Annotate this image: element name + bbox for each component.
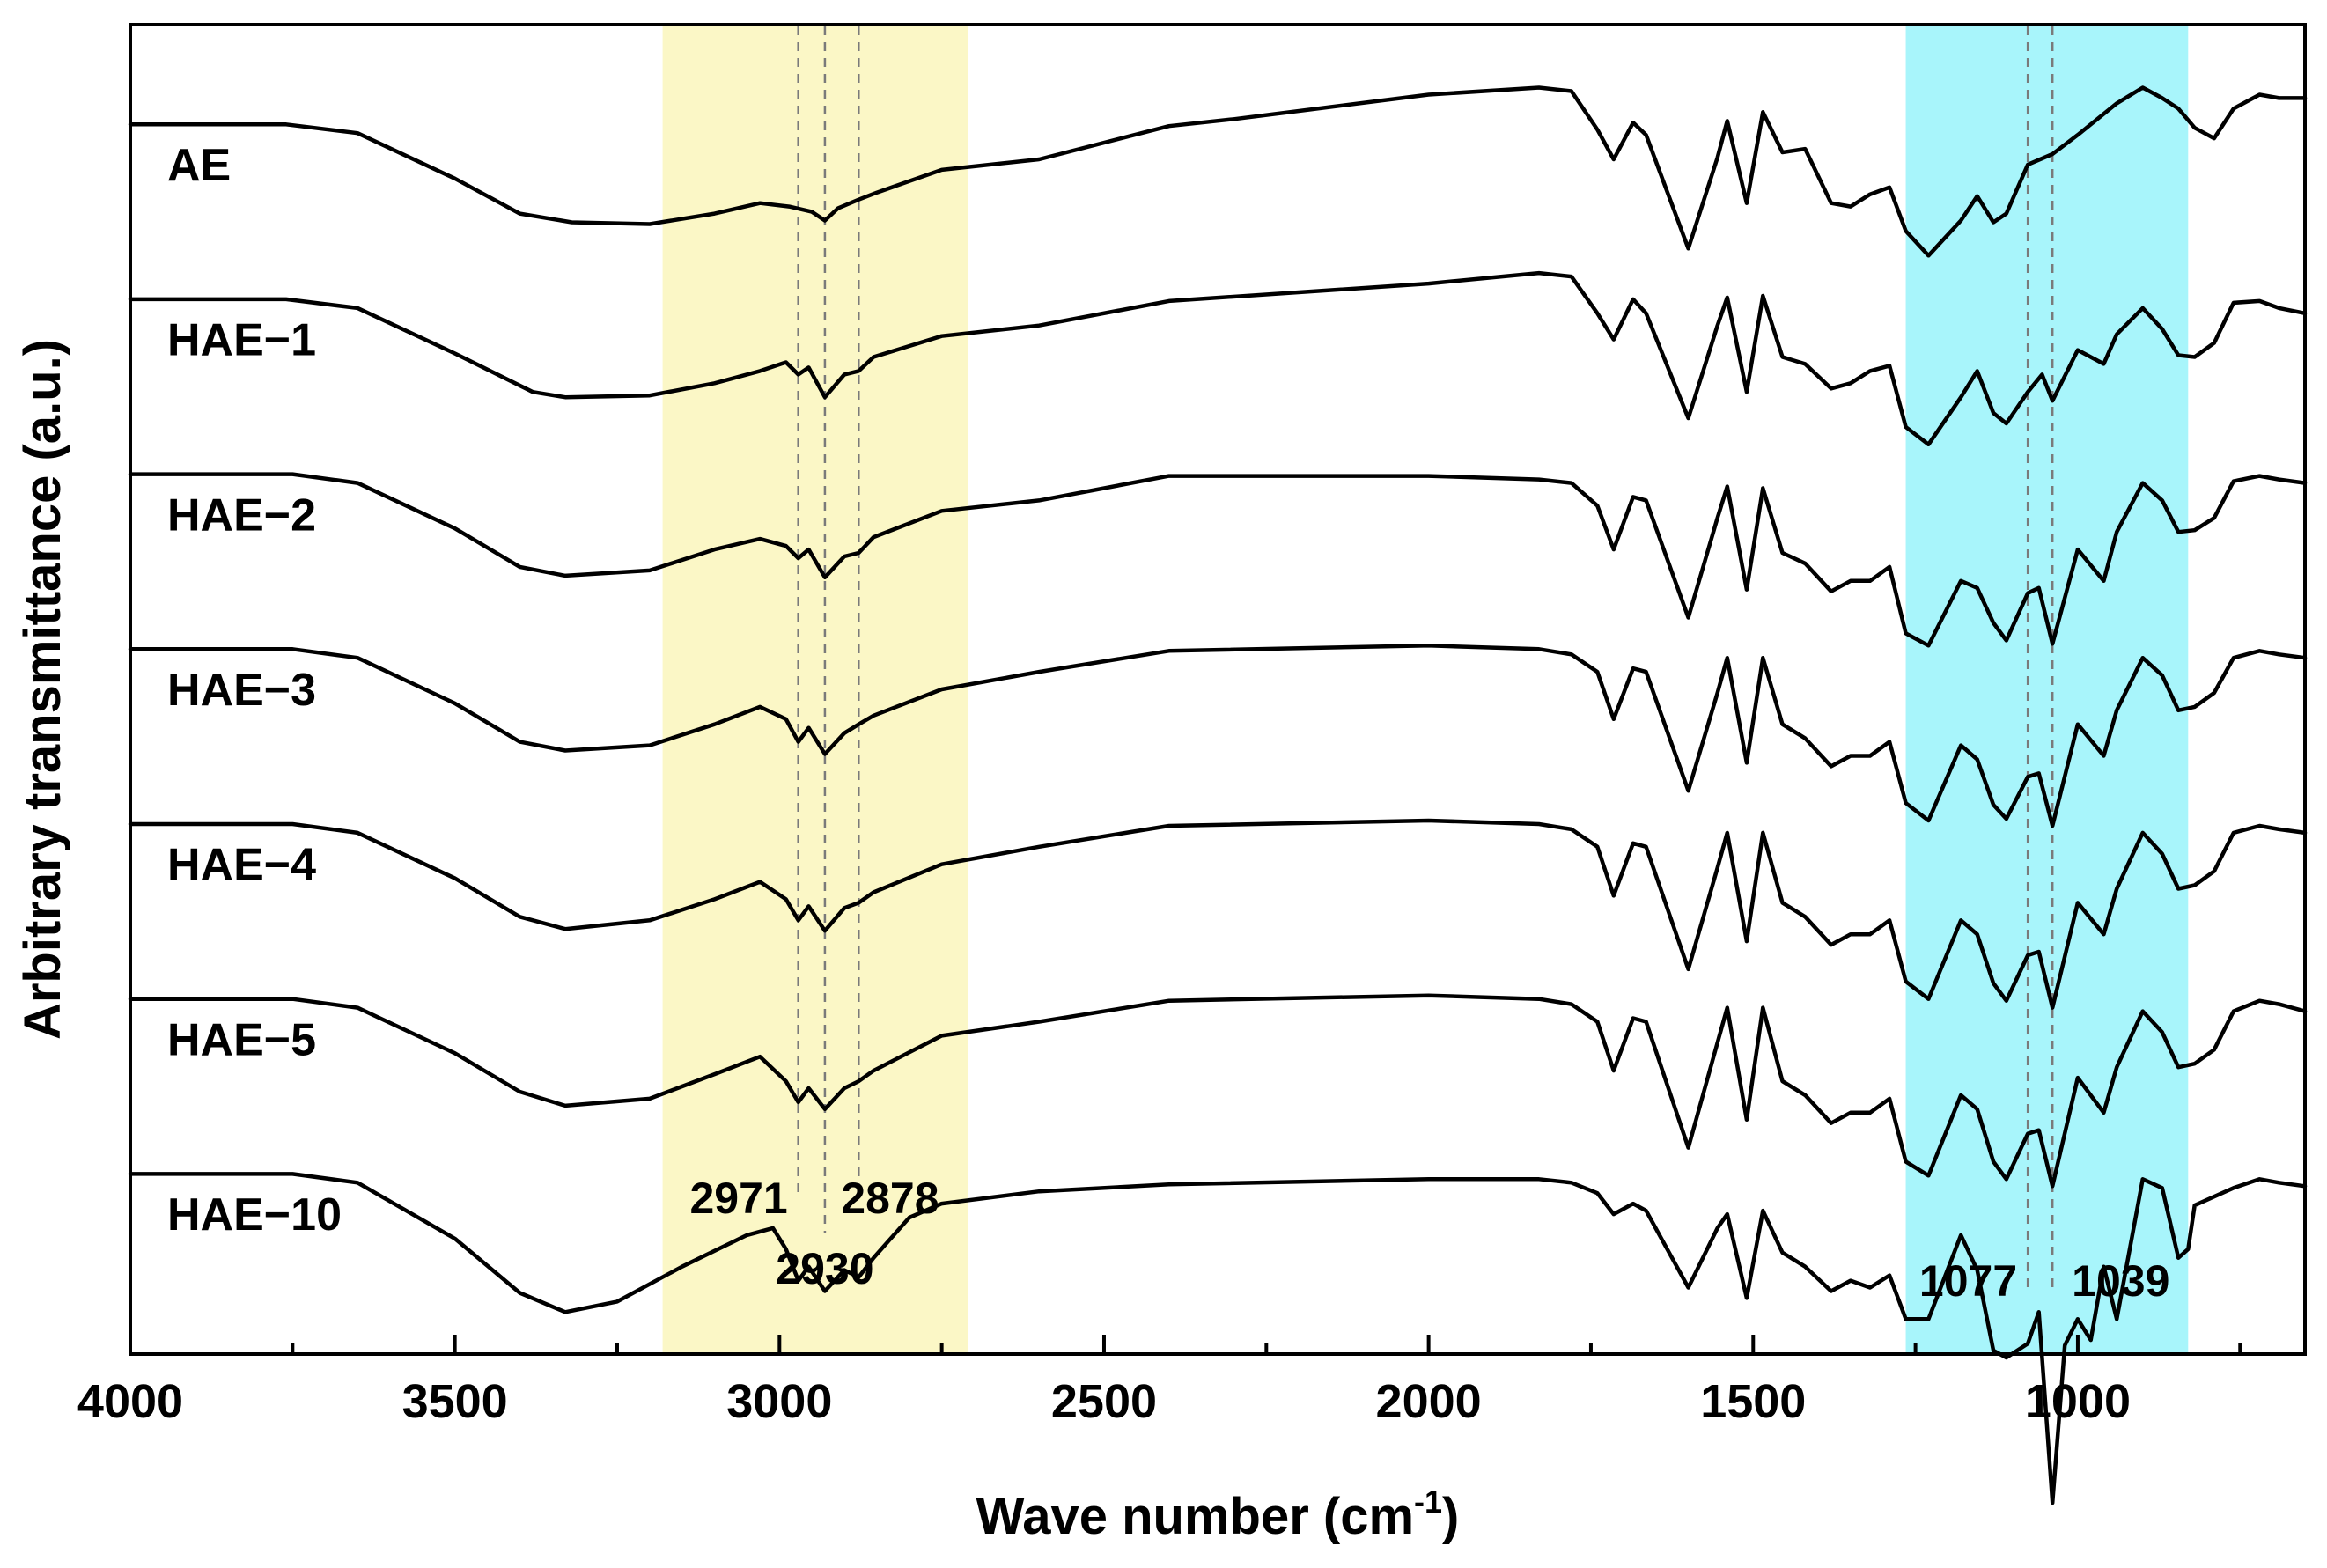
- highlight-band-1: [662, 25, 968, 1354]
- reference-lines: [797, 26, 2054, 1294]
- highlight-band-2: [1905, 25, 2189, 1354]
- series-labels: AE HAE−1 HAE−2 HAE−3 HAE−4 HAE−5 HAE−10: [167, 140, 342, 1240]
- plot-area-frame: [129, 23, 2307, 1356]
- series-label-6: HAE−5: [167, 1014, 316, 1065]
- highlight-bands: [662, 25, 2189, 1354]
- x-axis-title-suffix: ): [1442, 1488, 1459, 1545]
- peak-labels: 2971 2878 2930 1077 1039: [689, 1174, 2169, 1306]
- peak-label-1039: 1039: [2072, 1256, 2169, 1306]
- peak-label-2971: 2971: [689, 1174, 787, 1223]
- series-line-3: [128, 472, 2308, 648]
- x-tick-label-2000: 2000: [1376, 1375, 1482, 1428]
- y-axis-title: Arbitrary transmittance (a.u.): [14, 339, 71, 1040]
- peak-label-2930: 2930: [776, 1244, 873, 1293]
- spectra-series: [128, 85, 2308, 1505]
- x-tick-label-1000: 1000: [2025, 1375, 2131, 1428]
- x-tick-label-2500: 2500: [1051, 1375, 1157, 1428]
- peak-label-2878: 2878: [841, 1174, 939, 1223]
- x-tick-label-3000: 3000: [726, 1375, 832, 1428]
- series-label-1: AE: [167, 140, 231, 191]
- peak-label-1077: 1077: [1919, 1256, 2017, 1306]
- series-line-1: [128, 85, 2308, 258]
- series-line-4: [128, 644, 2308, 828]
- x-axis-title: Wave number (cm-1): [976, 1483, 1460, 1545]
- x-tick-label-3500: 3500: [402, 1375, 508, 1428]
- series-label-7: HAE−10: [167, 1189, 342, 1240]
- series-label-5: HAE−4: [167, 840, 316, 891]
- x-tick-label-4000: 4000: [77, 1375, 183, 1428]
- series-line-6: [128, 993, 2308, 1189]
- series-label-3: HAE−2: [167, 490, 316, 541]
- series-label-4: HAE−3: [167, 665, 316, 716]
- series-line-7: [128, 1172, 2308, 1505]
- series-label-2: HAE−1: [167, 315, 316, 366]
- x-tick-label-1500: 1500: [1700, 1375, 1806, 1428]
- series-line-5: [128, 818, 2308, 1010]
- x-axis-title-superscript: -1: [1414, 1483, 1442, 1520]
- x-axis-ticks: 4000 3500 3000 2500 2000 1500 1000: [77, 1335, 2242, 1428]
- series-line-2: [128, 270, 2308, 447]
